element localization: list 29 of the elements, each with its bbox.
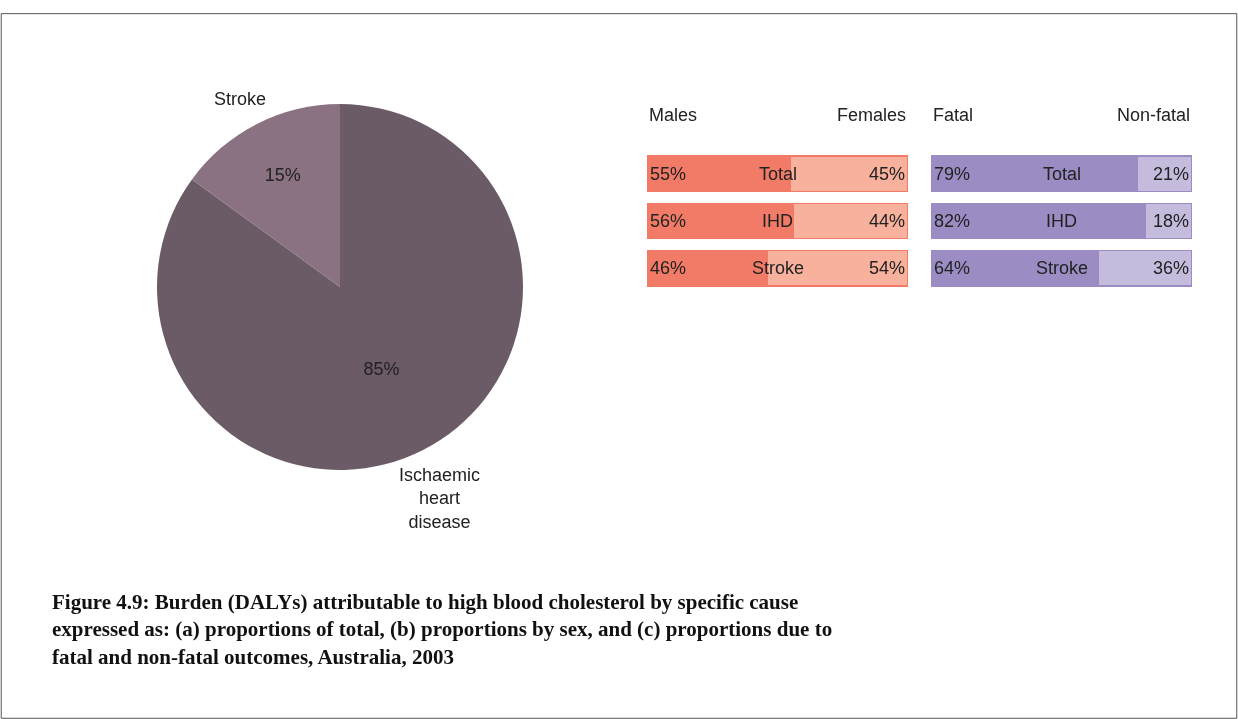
series-label: Females [837, 105, 907, 125]
data-label: 56% [650, 211, 687, 231]
y-tick-label: Total [759, 164, 798, 184]
series-label: Males [649, 105, 698, 125]
data-label: 21% [1152, 163, 1189, 184]
slice-label: Ischaemic heart disease [399, 465, 481, 532]
data-label: 54% [868, 258, 905, 279]
data-label: 82% [934, 211, 971, 231]
data-label: 79% [934, 163, 971, 184]
caption: Figure 4.9: Burden (DALYs) attributable to high blood cholesterol by specific cause expressed as: (a) proportions of total, (b) proportions by sex, and (c) proportions due to fatal and non-fatal outcomes, Australia, 2003 [52, 590, 833, 669]
data-label: 36% [1152, 258, 1189, 279]
y-tick-label: IHD [1046, 211, 1077, 231]
data-label: 55% [650, 163, 687, 184]
y-tick-label: Stroke [1036, 258, 1089, 278]
data-label: 44% [868, 211, 905, 231]
y-tick-label: Stroke [752, 258, 805, 278]
pie-slice [191, 104, 340, 287]
data-label: 18% [1152, 211, 1189, 231]
data-label: 64% [934, 258, 971, 279]
data-label: 45% [868, 163, 905, 184]
slice-label: Stroke [214, 89, 267, 109]
y-tick-label: Total [1043, 164, 1082, 184]
data-label: 46% [650, 258, 687, 279]
series-label: Fatal [933, 105, 974, 125]
y-tick-label: IHD [762, 211, 793, 231]
series-label: Non-fatal [1117, 105, 1191, 125]
data-label: 85% [363, 358, 400, 379]
pie-slice [157, 104, 523, 470]
data-label: 15% [264, 164, 301, 185]
